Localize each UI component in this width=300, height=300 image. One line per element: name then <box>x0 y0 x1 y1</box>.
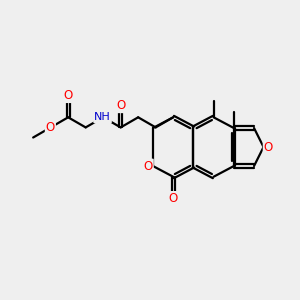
Text: O: O <box>46 121 55 134</box>
Text: O: O <box>264 140 273 154</box>
Text: O: O <box>144 160 153 172</box>
Text: NH: NH <box>94 112 111 122</box>
Text: O: O <box>116 99 125 112</box>
Text: O: O <box>169 192 178 205</box>
Text: O: O <box>64 89 73 102</box>
